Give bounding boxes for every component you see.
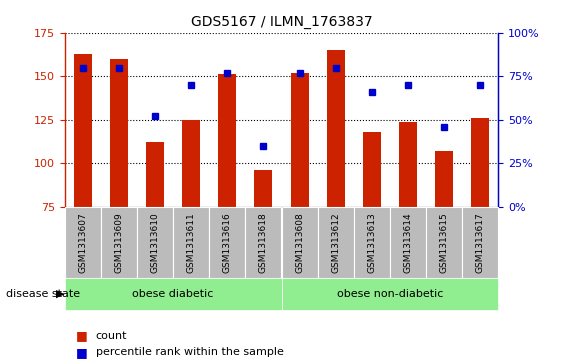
Text: GSM1313610: GSM1313610: [150, 212, 159, 273]
Text: obese diabetic: obese diabetic: [132, 289, 214, 299]
Bar: [435, 151, 453, 207]
Text: ■: ■: [76, 329, 88, 342]
Text: percentile rank within the sample: percentile rank within the sample: [96, 347, 284, 357]
Text: GSM1313616: GSM1313616: [223, 212, 232, 273]
Bar: [363, 132, 381, 207]
Text: disease state: disease state: [6, 289, 80, 299]
Text: GSM1313614: GSM1313614: [404, 212, 413, 273]
Bar: [399, 122, 417, 207]
Bar: [110, 59, 128, 207]
Text: GSM1313608: GSM1313608: [295, 212, 304, 273]
Text: obese non-diabetic: obese non-diabetic: [337, 289, 443, 299]
Bar: [291, 73, 309, 207]
Text: GSM1313615: GSM1313615: [440, 212, 449, 273]
Text: GSM1313612: GSM1313612: [331, 212, 340, 273]
Text: count: count: [96, 331, 127, 341]
Bar: [471, 118, 489, 207]
Text: ■: ■: [76, 346, 88, 359]
Text: GSM1313613: GSM1313613: [367, 212, 376, 273]
Text: GSM1313609: GSM1313609: [114, 212, 123, 273]
Bar: [146, 142, 164, 207]
Text: GSM1313607: GSM1313607: [78, 212, 87, 273]
Bar: [327, 50, 345, 207]
Text: GSM1313617: GSM1313617: [476, 212, 485, 273]
Text: ▶: ▶: [56, 289, 65, 299]
Text: GSM1313618: GSM1313618: [259, 212, 268, 273]
Bar: [218, 74, 236, 207]
Bar: [254, 170, 272, 207]
Bar: [182, 120, 200, 207]
Bar: [74, 54, 92, 207]
Title: GDS5167 / ILMN_1763837: GDS5167 / ILMN_1763837: [191, 15, 372, 29]
Text: GSM1313611: GSM1313611: [187, 212, 196, 273]
